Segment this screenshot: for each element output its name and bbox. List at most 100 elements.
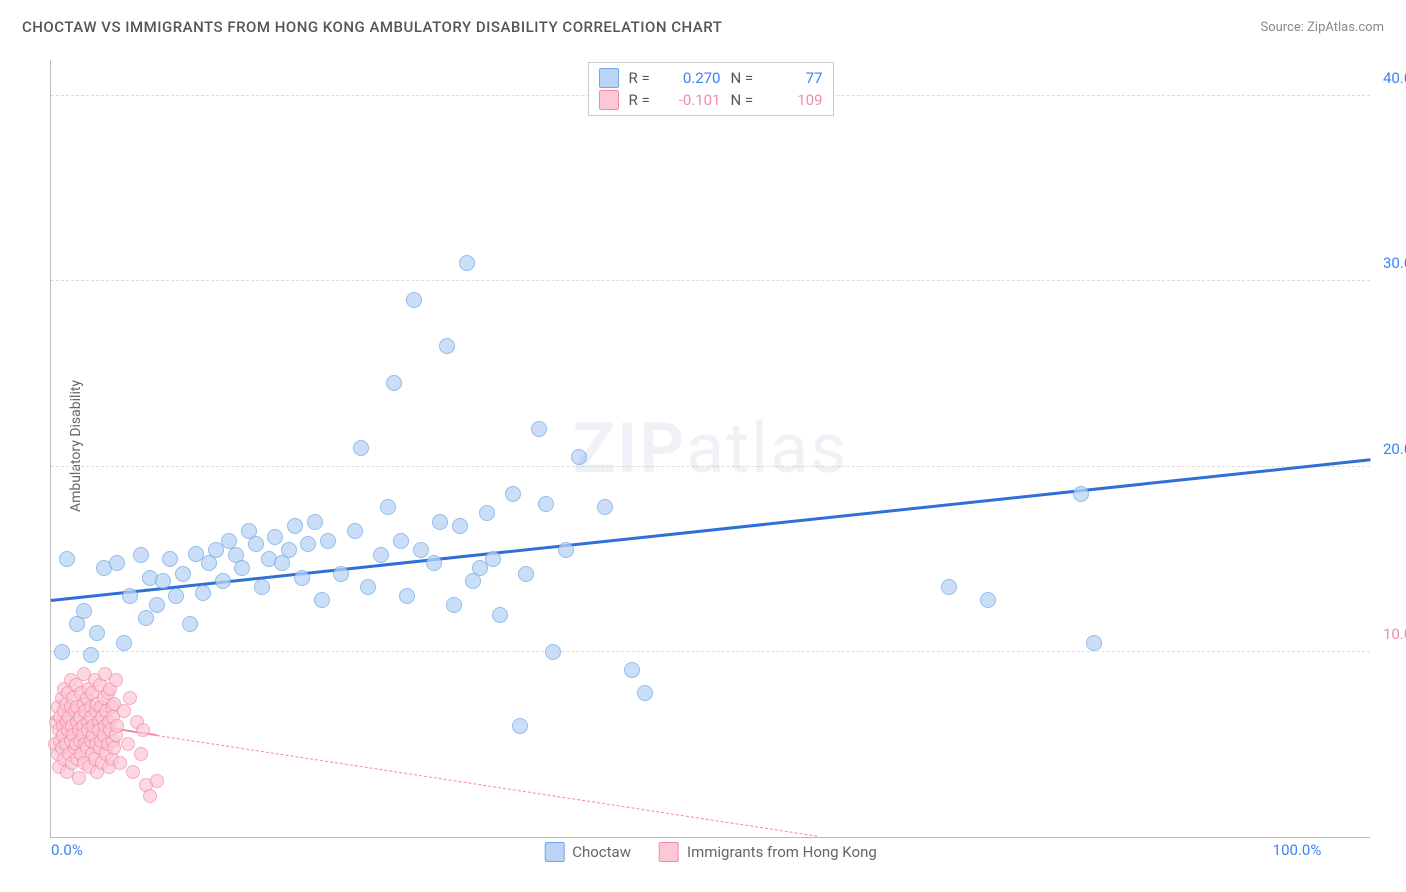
data-point-hongkong	[123, 691, 137, 705]
data-point-choctaw	[1073, 486, 1089, 502]
data-point-choctaw	[624, 662, 640, 678]
data-point-choctaw	[122, 588, 138, 604]
data-point-choctaw	[116, 635, 132, 651]
legend-r-value: -0.101	[669, 91, 721, 109]
data-point-hongkong	[121, 737, 135, 751]
page-title: CHOCTAW VS IMMIGRANTS FROM HONG KONG AMB…	[22, 18, 722, 36]
legend-r-label: R =	[629, 69, 659, 87]
legend-series-label: Choctaw	[572, 843, 631, 861]
data-point-hongkong	[107, 741, 121, 755]
legend-swatch	[544, 842, 564, 862]
y-tick-label: 20.0%	[1375, 440, 1406, 458]
watermark-bold: ZIP	[573, 408, 686, 490]
data-point-choctaw	[492, 607, 508, 623]
data-point-choctaw	[1086, 635, 1102, 651]
source-attribution: Source: ZipAtlas.com	[1260, 20, 1384, 35]
data-point-hongkong	[150, 774, 164, 788]
data-point-choctaw	[399, 588, 415, 604]
data-point-choctaw	[267, 529, 283, 545]
data-point-choctaw	[479, 505, 495, 521]
data-point-choctaw	[320, 533, 336, 549]
legend-n-label: N =	[731, 91, 761, 109]
data-point-choctaw	[294, 570, 310, 586]
data-point-hongkong	[136, 723, 150, 737]
watermark: ZIPatlas	[573, 408, 849, 490]
data-point-choctaw	[512, 718, 528, 734]
data-point-choctaw	[162, 551, 178, 567]
data-point-hongkong	[109, 673, 123, 687]
legend-stat-row: R = 0.270 N = 77	[599, 67, 823, 89]
data-point-choctaw	[406, 292, 422, 308]
data-point-choctaw	[221, 533, 237, 549]
data-point-choctaw	[175, 566, 191, 582]
source-link[interactable]: ZipAtlas.com	[1307, 20, 1384, 35]
data-point-hongkong	[134, 747, 148, 761]
y-tick-label: 40.0%	[1375, 69, 1406, 87]
data-point-choctaw	[54, 644, 70, 660]
data-point-choctaw	[485, 551, 501, 567]
data-point-choctaw	[254, 579, 270, 595]
data-point-choctaw	[597, 499, 613, 515]
data-point-choctaw	[538, 496, 554, 512]
gridline	[51, 280, 1370, 281]
gridline	[51, 651, 1370, 652]
data-point-choctaw	[149, 597, 165, 613]
data-point-choctaw	[518, 566, 534, 582]
legend-r-label: R =	[629, 91, 659, 109]
data-point-choctaw	[138, 610, 154, 626]
data-point-choctaw	[393, 533, 409, 549]
legend-n-label: N =	[731, 69, 761, 87]
legend-swatch	[659, 842, 679, 862]
legend-series-label: Immigrants from Hong Kong	[687, 843, 877, 861]
data-point-choctaw	[76, 603, 92, 619]
data-point-choctaw	[281, 542, 297, 558]
data-point-choctaw	[373, 547, 389, 563]
data-point-choctaw	[300, 536, 316, 552]
correlation-legend: R =0.270N =77R =-0.101N =109	[588, 62, 834, 116]
legend-r-value: 0.270	[669, 69, 721, 87]
data-point-choctaw	[287, 518, 303, 534]
y-tick-label: 30.0%	[1375, 254, 1406, 272]
legend-series-item: Immigrants from Hong Kong	[659, 842, 877, 862]
legend-n-value: 77	[771, 69, 823, 87]
data-point-choctaw	[59, 551, 75, 567]
data-point-choctaw	[333, 566, 349, 582]
data-point-choctaw	[505, 486, 521, 502]
data-point-choctaw	[215, 573, 231, 589]
data-point-choctaw	[83, 647, 99, 663]
data-point-hongkong	[72, 771, 86, 785]
y-tick-label: 10.0%	[1375, 625, 1406, 643]
x-tick-label: 100.0%	[1273, 841, 1322, 859]
watermark-rest: atlas	[686, 408, 848, 490]
data-point-choctaw	[347, 523, 363, 539]
data-point-choctaw	[89, 625, 105, 641]
data-point-choctaw	[426, 555, 442, 571]
data-point-choctaw	[380, 499, 396, 515]
data-point-choctaw	[353, 440, 369, 456]
data-point-choctaw	[432, 514, 448, 530]
data-point-choctaw	[452, 518, 468, 534]
data-point-choctaw	[168, 588, 184, 604]
data-point-choctaw	[248, 536, 264, 552]
data-point-choctaw	[182, 616, 198, 632]
data-point-hongkong	[143, 789, 157, 803]
data-point-choctaw	[980, 592, 996, 608]
data-point-choctaw	[234, 560, 250, 576]
data-point-hongkong	[126, 765, 140, 779]
data-point-choctaw	[360, 579, 376, 595]
legend-swatch	[599, 68, 619, 88]
data-point-choctaw	[195, 585, 211, 601]
source-prefix: Source:	[1260, 20, 1307, 35]
data-point-choctaw	[571, 449, 587, 465]
data-point-hongkong	[113, 756, 127, 770]
data-point-choctaw	[459, 255, 475, 271]
data-point-choctaw	[531, 421, 547, 437]
data-point-choctaw	[545, 644, 561, 660]
trend-line	[157, 735, 817, 837]
legend-stat-row: R =-0.101N =109	[599, 89, 823, 111]
data-point-choctaw	[558, 542, 574, 558]
data-point-choctaw	[109, 555, 125, 571]
data-point-choctaw	[941, 579, 957, 595]
data-point-choctaw	[307, 514, 323, 530]
data-point-choctaw	[314, 592, 330, 608]
